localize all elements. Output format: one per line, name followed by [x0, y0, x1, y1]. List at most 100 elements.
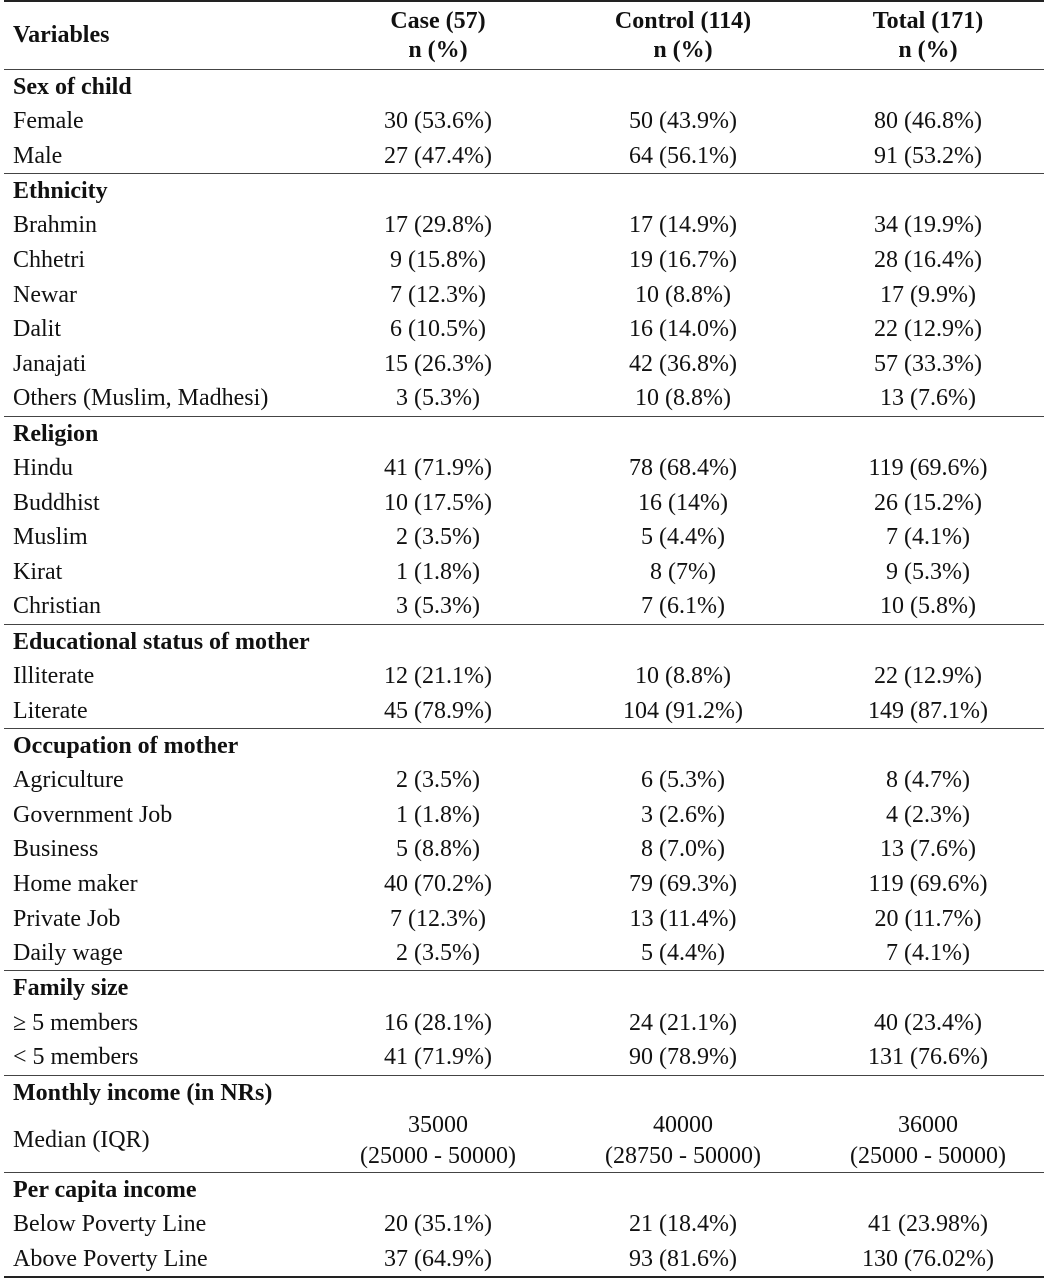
section-title: Occupation of mother: [13, 732, 239, 759]
total-range: (25000 - 50000): [850, 1142, 1006, 1169]
table-row: Female 30 (53.6%) 50 (43.9%) 80 (46.8%): [4, 104, 1044, 139]
row-label: Government Job: [13, 801, 173, 828]
row-label: Janajati: [13, 350, 87, 377]
row-label: Muslim: [13, 524, 88, 551]
case-value: 40 (70.2%): [384, 870, 492, 897]
section-title: Religion: [13, 420, 99, 447]
table-row: Christian 3 (5.3%) 7 (6.1%) 10 (5.8%): [4, 589, 1044, 624]
table-row: Government Job 1 (1.8%) 3 (2.6%) 4 (2.3%): [4, 798, 1044, 833]
control-value: 5 (4.4%): [641, 940, 725, 967]
header-control-title: Control (114): [614, 7, 752, 34]
row-label: Others (Muslim, Madhesi): [13, 385, 269, 412]
case-value: 41 (71.9%): [384, 455, 492, 482]
control-value: 17 (14.9%): [629, 212, 737, 239]
table-row: ≥ 5 members 16 (28.1%) 24 (21.1%) 40 (23.4%…: [4, 1005, 1044, 1040]
case-value: 2 (3.5%): [396, 940, 480, 967]
control-value: 6 (5.3%): [641, 767, 725, 794]
total-value: 119 (69.6%): [868, 455, 988, 482]
control-value: 93 (81.6%): [629, 1245, 737, 1272]
row-label: Hindu: [13, 455, 73, 482]
control-cell: 40000 (28750 - 50000): [554, 1110, 812, 1172]
header-case-unit: n (%): [408, 36, 468, 63]
table-row: Home maker 40 (70.2%) 79 (69.3%) 119 (69.6%…: [4, 867, 1044, 902]
control-value: 21 (18.4%): [629, 1210, 737, 1237]
control-value: 10 (8.8%): [635, 663, 731, 690]
case-value: 17 (29.8%): [384, 212, 492, 239]
total-value: 57 (33.3%): [874, 350, 982, 377]
control-value: 104 (91.2%): [623, 697, 743, 724]
total-value: 7 (4.1%): [886, 524, 970, 551]
total-value: 149 (87.1%): [868, 697, 988, 724]
table-row: Private Job 7 (12.3%) 13 (11.4%) 20 (11.7%): [4, 901, 1044, 936]
table-row: Newar 7 (12.3%) 10 (8.8%) 17 (9.9%): [4, 277, 1044, 312]
table-row: Median (IQR) 35000 (25000 - 50000) 40000 (28…: [4, 1110, 1044, 1172]
row-label: Illiterate: [13, 663, 95, 690]
control-value: 16 (14.0%): [629, 316, 737, 343]
case-value: 16 (28.1%): [384, 1009, 492, 1036]
table-row: < 5 members 41 (71.9%) 90 (78.9%) 131 (76.6…: [4, 1040, 1044, 1075]
section-header-row: Monthly income (in NRs): [4, 1076, 1044, 1110]
header-total-unit: n (%): [898, 36, 958, 63]
row-label: Brahmin: [13, 212, 97, 239]
case-value: 12 (21.1%): [384, 663, 492, 690]
row-label: Business: [13, 836, 99, 863]
control-value: 78 (68.4%): [629, 455, 737, 482]
table-row: Muslim 2 (3.5%) 5 (4.4%) 7 (4.1%): [4, 520, 1044, 555]
section-title: Educational status of mother: [13, 628, 310, 655]
section-divider: [4, 1171, 1044, 1173]
section-header-row: Family size: [4, 971, 1044, 1005]
total-value: 91 (53.2%): [874, 142, 982, 169]
table-row: Brahmin 17 (29.8%) 17 (14.9%) 34 (19.9%): [4, 208, 1044, 243]
control-value: 19 (16.7%): [629, 247, 737, 274]
control-value: 10 (8.8%): [635, 385, 731, 412]
row-label: Above Poverty Line: [13, 1245, 208, 1272]
row-label: Median (IQR): [13, 1127, 150, 1154]
table-row: Buddhist 10 (17.5%) 16 (14%) 26 (15.2%): [4, 485, 1044, 520]
total-value: 80 (46.8%): [874, 108, 982, 135]
table-row: Others (Muslim, Madhesi) 3 (5.3%) 10 (8.8%…: [4, 381, 1044, 416]
case-value: 27 (47.4%): [384, 142, 492, 169]
section-title: Family size: [13, 975, 129, 1002]
table-row: Janajati 15 (26.3%) 42 (36.8%) 57 (33.3%): [4, 347, 1044, 382]
control-value: 79 (69.3%): [629, 870, 737, 897]
total-value: 8 (4.7%): [886, 767, 970, 794]
table-header-row: Variables Case (57) n (%) Control (114) …: [4, 2, 1044, 69]
control-value: 13 (11.4%): [629, 905, 737, 932]
table-row: Below Poverty Line 20 (35.1%) 21 (18.4%) 41…: [4, 1207, 1044, 1242]
control-value: 42 (36.8%): [629, 350, 737, 377]
total-value: 36000: [898, 1111, 958, 1138]
total-value: 4 (2.3%): [886, 801, 970, 828]
total-value: 9 (5.3%): [886, 558, 970, 585]
section-header-row: Religion: [4, 417, 1044, 451]
section-header-row: Ethnicity: [4, 174, 1044, 208]
case-value: 6 (10.5%): [390, 316, 486, 343]
control-value: 8 (7.0%): [641, 836, 725, 863]
row-label: Chhetri: [13, 247, 85, 274]
case-value: 2 (3.5%): [396, 767, 480, 794]
table-row: Agriculture 2 (3.5%) 6 (5.3%) 8 (4.7%): [4, 763, 1044, 798]
total-value: 20 (11.7%): [874, 905, 982, 932]
table-row: Business 5 (8.8%) 8 (7.0%) 13 (7.6%): [4, 832, 1044, 867]
table-body: Sex of child Female 30 (53.6%) 50 (43.9%) 80…: [4, 70, 1044, 1276]
control-value: 64 (56.1%): [629, 142, 737, 169]
total-value: 34 (19.9%): [874, 212, 982, 239]
row-label: Literate: [13, 697, 88, 724]
case-value: 7 (12.3%): [390, 281, 486, 308]
table-row: Above Poverty Line 37 (64.9%) 93 (81.6%) 13…: [4, 1241, 1044, 1276]
section-title: Per capita income: [13, 1176, 197, 1203]
characteristics-table: Variables Case (57) n (%) Control (114) …: [4, 0, 1044, 1278]
section-title: Sex of child: [13, 74, 132, 100]
total-value: 41 (23.98%): [868, 1210, 988, 1237]
row-label: < 5 members: [13, 1044, 139, 1071]
table-row: Chhetri 9 (15.8%) 19 (16.7%) 28 (16.4%): [4, 243, 1044, 278]
header-variables: Variables: [13, 22, 110, 48]
section-header-row: Sex of child: [4, 70, 1044, 104]
case-value: 3 (5.3%): [396, 593, 480, 620]
case-value: 41 (71.9%): [384, 1044, 492, 1071]
total-value: 13 (7.6%): [880, 385, 976, 412]
control-value: 8 (7%): [650, 558, 716, 585]
control-range: (28750 - 50000): [605, 1142, 761, 1169]
row-label: Below Poverty Line: [13, 1210, 207, 1237]
case-value: 37 (64.9%): [384, 1245, 492, 1272]
total-value: 22 (12.9%): [874, 663, 982, 690]
